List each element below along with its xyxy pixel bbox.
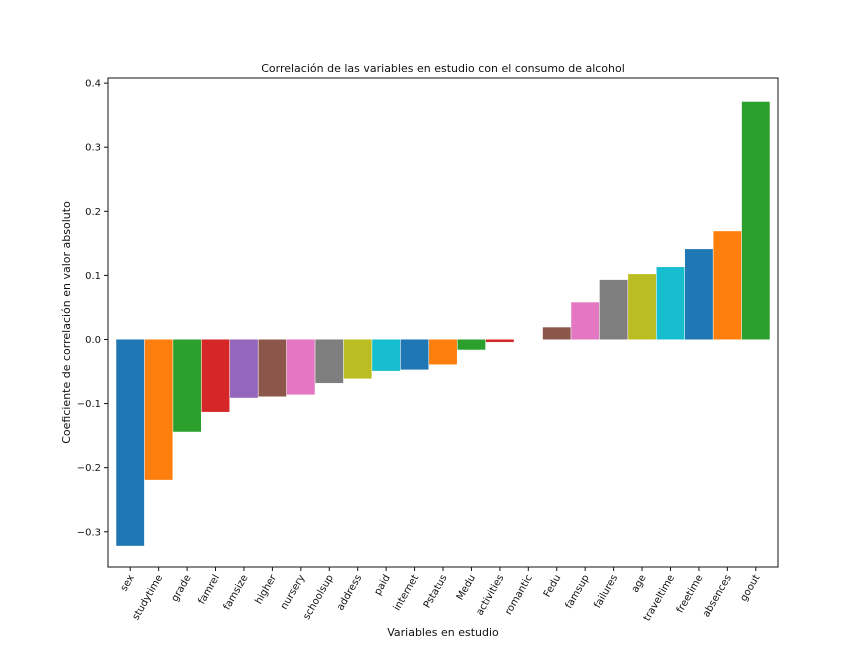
- bar-absences: [713, 231, 742, 340]
- bar-medu: [457, 339, 486, 350]
- plot-frame: [107, 77, 779, 568]
- x-tick-label: higher: [253, 572, 279, 606]
- x-tick-label: goout: [738, 573, 762, 604]
- x-tick-label: address: [335, 573, 364, 613]
- bar-famsize: [230, 339, 258, 398]
- chart-title: Correlación de las variables en estudio …: [261, 62, 625, 75]
- bar-internet: [400, 339, 429, 370]
- x-tick-label: nursery: [279, 573, 308, 612]
- x-tick-label: activities: [474, 573, 506, 618]
- x-tick-label: famsize: [222, 573, 251, 612]
- y-tick-label: −0.3: [77, 527, 101, 538]
- bar-grade: [173, 339, 202, 432]
- y-tick-label: −0.1: [77, 399, 101, 410]
- bar-famsup: [571, 302, 600, 340]
- x-tick-label: Fedu: [542, 573, 564, 599]
- bar-goout: [741, 101, 770, 340]
- y-axis-label: Coeficiente de correlación en valor abso…: [60, 201, 73, 444]
- bar-schoolsup: [315, 339, 344, 384]
- x-tick-label: age: [630, 573, 649, 595]
- x-tick-label: internet: [392, 573, 421, 613]
- bar-activities: [485, 339, 514, 343]
- x-tick-label: famrel: [196, 573, 222, 606]
- bar-paid: [372, 339, 401, 371]
- bar-fedu: [542, 327, 571, 340]
- x-tick-label: Medu: [455, 573, 478, 602]
- bar-freetime: [684, 249, 713, 340]
- x-tick-label: failures: [592, 573, 620, 610]
- x-tick-label: famsup: [564, 573, 592, 611]
- bar-traveltime: [656, 267, 685, 340]
- bar-studytime: [144, 339, 173, 480]
- bar-sex: [116, 339, 145, 546]
- x-tick-label: absences: [701, 573, 734, 619]
- x-tick-label: grade: [170, 573, 194, 604]
- bar-higher: [258, 339, 287, 397]
- bar-failures: [599, 279, 628, 340]
- x-tick-label: studytime: [131, 573, 166, 622]
- y-tick-label: 0.0: [85, 335, 101, 346]
- y-tick-label: 0.1: [85, 271, 101, 282]
- bar-nursery: [286, 339, 315, 395]
- y-tick-label: 0.3: [85, 143, 101, 154]
- bar-age: [628, 274, 656, 340]
- x-tick-label: romantic: [503, 573, 535, 617]
- bar-address: [343, 339, 372, 379]
- y-tick-label: 0.2: [85, 207, 101, 218]
- bar-famrel: [201, 339, 230, 412]
- x-tick-label: sex: [119, 573, 137, 593]
- bars-group: [116, 101, 770, 546]
- x-tick-label: freetime: [675, 573, 706, 615]
- bar-pstatus: [429, 339, 457, 365]
- y-tick-label: 0.4: [85, 79, 101, 90]
- x-axis-label: Variables en estudio: [387, 626, 499, 639]
- x-tick-label: schoolsup: [301, 573, 336, 622]
- y-tick-label: −0.2: [77, 463, 101, 474]
- x-tick-label: paid: [372, 573, 392, 597]
- x-tick-label: Pstatus: [422, 573, 450, 610]
- y-axis: −0.3 −0.2 −0.1 0.0 0.1 0.2 0.3 0.4: [77, 79, 108, 538]
